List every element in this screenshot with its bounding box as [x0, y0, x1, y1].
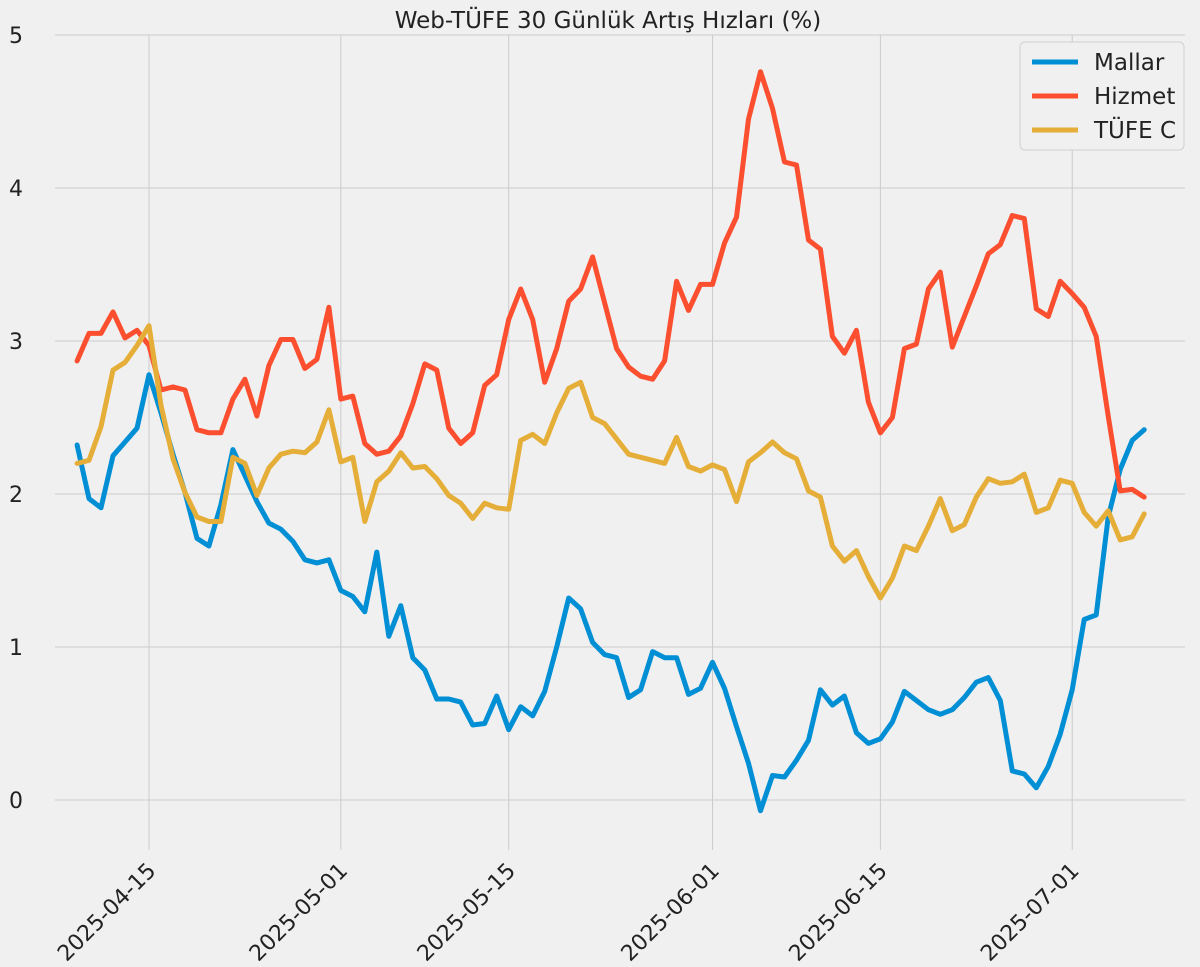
legend: Mallar Hizmet TÜFE C	[1019, 41, 1185, 151]
series-lines	[74, 69, 1147, 814]
grid-lines	[55, 34, 1185, 850]
series-line-hizmet	[74, 69, 1147, 500]
y-tick-label: 0	[9, 789, 23, 814]
series-line-mallar	[74, 372, 1147, 814]
legend-box	[1019, 41, 1185, 151]
y-tick-label: 1	[9, 636, 23, 661]
legend-label: Mallar	[1094, 50, 1165, 76]
y-tick-label: 4	[9, 177, 23, 202]
y-tick-label: 2	[9, 483, 23, 508]
series-line-tfe-c	[74, 323, 1147, 601]
legend-label: Hizmet	[1094, 84, 1175, 110]
y-axis-ticks: 0 1 2 3 4 5	[9, 24, 23, 814]
y-tick-label: 3	[9, 330, 23, 355]
legend-label: TÜFE C	[1093, 116, 1176, 144]
y-tick-label: 5	[9, 24, 23, 49]
chart-title: Web-TÜFE 30 Günlük Artış Hızları (%)	[395, 6, 822, 34]
